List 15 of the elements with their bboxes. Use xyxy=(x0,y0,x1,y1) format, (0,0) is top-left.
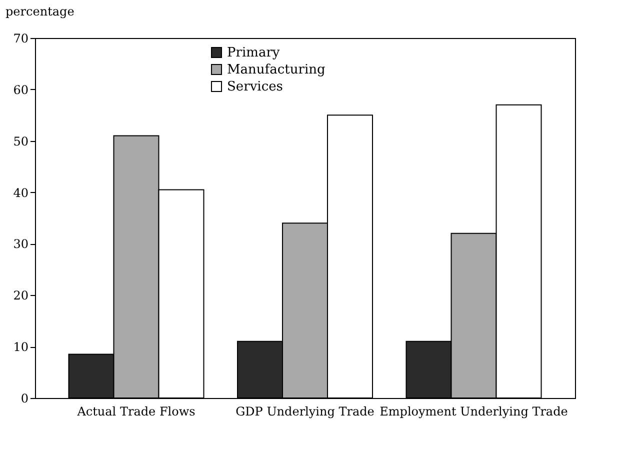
y-tick-label: 70 xyxy=(13,32,28,46)
y-tick-label: 20 xyxy=(13,288,28,303)
y-tick-label: 10 xyxy=(13,340,28,354)
x-tick-label: Actual Trade Flows xyxy=(76,404,196,418)
y-axis-title: percentage xyxy=(6,4,74,18)
legend-label: Services xyxy=(227,80,283,94)
y-tick-label: 30 xyxy=(13,237,28,252)
y-tick-label: 0 xyxy=(20,392,28,406)
y-tick-label: 50 xyxy=(13,134,28,148)
legend-label: Primary xyxy=(227,46,280,60)
x-tick-label: GDP Underlying Trade xyxy=(236,404,374,418)
y-tick-label: 40 xyxy=(13,186,28,200)
x-tick-label: Employment Underlying Trade xyxy=(380,404,568,418)
legend-label: Manufacturing xyxy=(227,62,326,78)
y-tick-label: 60 xyxy=(13,82,28,97)
